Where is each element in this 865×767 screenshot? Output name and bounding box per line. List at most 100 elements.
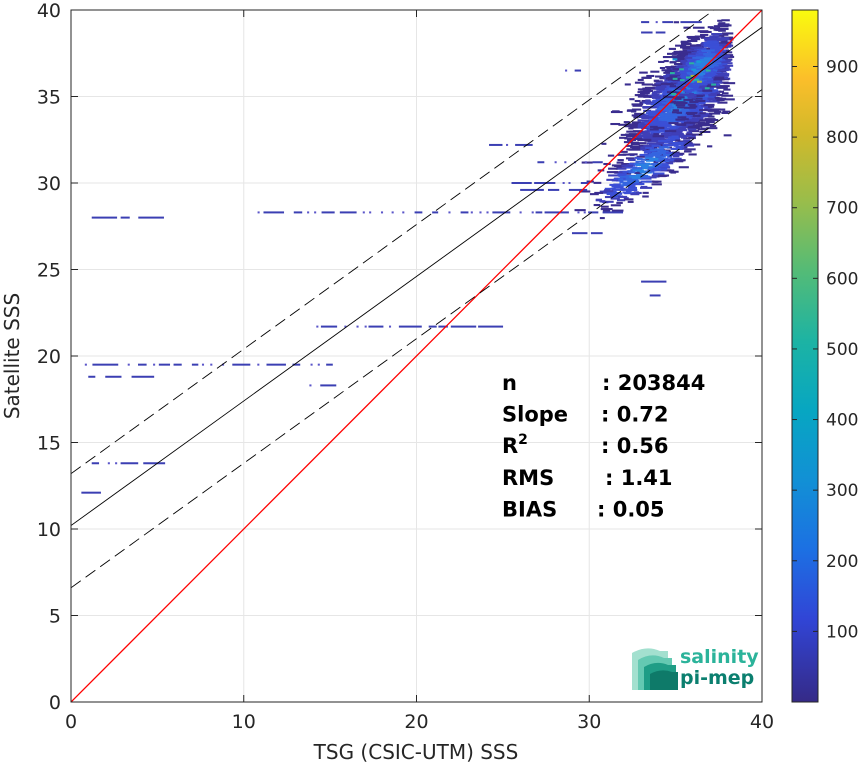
heatmap-cell <box>660 81 667 84</box>
heatmap-cell <box>691 68 697 71</box>
heatmap-cell <box>414 211 423 214</box>
heatmap-cell <box>634 81 645 84</box>
heatmap-cell <box>693 62 701 65</box>
y-tick-label: 5 <box>49 606 61 628</box>
heatmap-cell <box>717 64 728 67</box>
heatmap-cell <box>672 153 684 156</box>
heatmap-cell <box>668 88 676 91</box>
heatmap-cell <box>612 185 624 188</box>
heatmap-cell <box>662 21 674 24</box>
heatmap-cell <box>651 123 660 126</box>
heatmap-cell <box>84 363 87 366</box>
heatmap-cell <box>667 155 673 158</box>
heatmap-cell <box>599 217 605 220</box>
heatmap-cell <box>705 123 715 126</box>
heatmap-cell <box>593 181 602 184</box>
heatmap-cell <box>702 89 713 92</box>
heatmap-cell <box>645 156 653 160</box>
heatmap-cell <box>658 105 665 108</box>
heatmap-cell <box>692 108 699 112</box>
heatmap-cell <box>649 130 656 133</box>
heatmap-cell <box>717 61 728 64</box>
heatmap-cell <box>665 96 678 99</box>
heatmap-cell <box>693 104 704 107</box>
heatmap-cell <box>210 363 213 366</box>
stats-value: : 0.56 <box>601 434 669 458</box>
heatmap-cell <box>704 37 712 40</box>
heatmap-cell <box>634 174 641 177</box>
heatmap-cell <box>711 39 722 42</box>
heatmap-cell <box>704 107 711 110</box>
heatmap-cell <box>696 60 702 63</box>
heatmap-cell <box>705 74 716 77</box>
heatmap-cell <box>617 159 624 162</box>
heatmap-cell <box>641 21 650 24</box>
heatmap-cell <box>711 49 720 53</box>
heatmap-cell <box>703 43 709 46</box>
heatmap-cell <box>658 60 665 63</box>
heatmap-cell <box>711 51 722 54</box>
heatmap-cell <box>709 100 720 103</box>
heatmap-cell <box>678 58 685 61</box>
heatmap-cell <box>660 132 670 135</box>
heatmap-cell <box>637 167 650 170</box>
heatmap-cell <box>720 59 732 62</box>
heatmap-cell <box>88 375 96 378</box>
heatmap-cell <box>630 178 639 181</box>
heatmap-cell <box>719 38 730 41</box>
colorbar-tick-label: 500 <box>826 340 858 360</box>
heatmap-cell <box>292 363 301 366</box>
heatmap-cell <box>672 155 680 158</box>
heatmap-cell <box>712 35 720 38</box>
heatmap-cell <box>460 211 469 214</box>
heatmap-cell <box>689 92 694 95</box>
heatmap-cells <box>81 19 736 494</box>
heatmap-cell <box>637 78 644 81</box>
heatmap-cell <box>645 99 651 102</box>
heatmap-cell <box>607 154 615 157</box>
heatmap-cell <box>650 122 663 125</box>
heatmap-cell <box>620 150 628 153</box>
heatmap-cell <box>662 56 675 59</box>
heatmap-cell <box>699 112 706 115</box>
heatmap-cell <box>692 114 701 117</box>
heatmap-cell <box>693 97 703 100</box>
heatmap-cell <box>709 125 717 128</box>
heatmap-cell <box>105 375 122 378</box>
heatmap-cell <box>642 195 649 198</box>
heatmap-cell <box>659 123 672 126</box>
heatmap-cell <box>651 93 660 96</box>
heatmap-cell <box>679 68 684 71</box>
heatmap-cell <box>659 153 665 156</box>
heatmap-cell <box>628 171 636 174</box>
heatmap-cell <box>600 205 609 208</box>
heatmap-cell <box>722 32 734 35</box>
heatmap-cell <box>686 35 698 39</box>
heatmap-cell <box>601 142 607 145</box>
stats-value: : 1.41 <box>605 466 673 490</box>
heatmap-cell <box>625 157 635 160</box>
heatmap-cell <box>665 151 673 154</box>
heatmap-cell <box>666 169 675 172</box>
heatmap-cell <box>639 153 650 156</box>
heatmap-cell <box>624 192 637 195</box>
colorbar-tick-label: 900 <box>826 57 858 77</box>
heatmap-cell <box>610 122 621 126</box>
heatmap-cell <box>680 147 687 150</box>
heatmap-cell <box>635 160 645 163</box>
heatmap-cell <box>639 91 650 95</box>
heatmap-cell <box>676 101 686 104</box>
heatmap-cell <box>655 144 666 147</box>
heatmap-cell <box>636 142 647 145</box>
heatmap-cell <box>629 124 638 127</box>
heatmap-cell <box>642 101 654 104</box>
heatmap-cell <box>668 170 679 173</box>
heatmap-cell <box>723 82 736 85</box>
heatmap-cell <box>664 130 677 133</box>
heatmap-cell <box>668 122 679 125</box>
heatmap-cell <box>564 161 567 164</box>
heatmap-cell <box>711 33 723 36</box>
heatmap-cell <box>617 173 625 176</box>
heatmap-cell <box>656 85 667 88</box>
heatmap-cell <box>695 53 704 56</box>
